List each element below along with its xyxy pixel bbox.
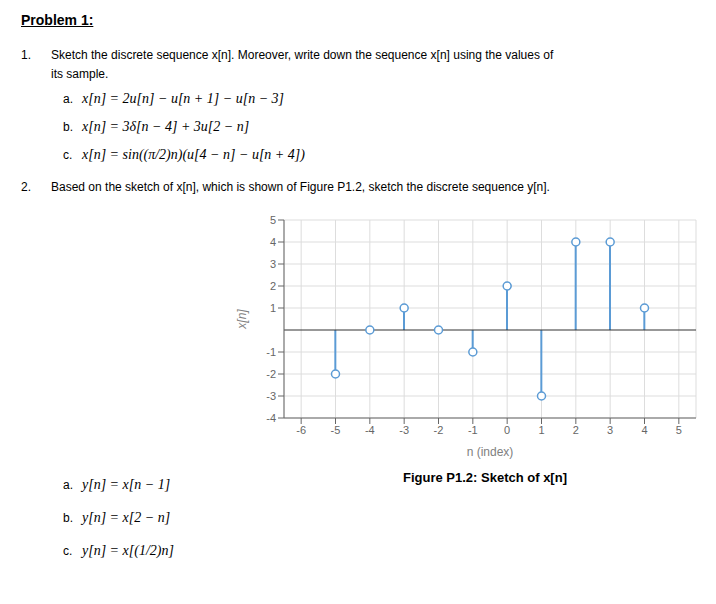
html-text:x[n] = 2u[n] − u[n + 1] − u[n: x[n] = 2u[n] − u[n + 1] − u[n − 3]	[82, 91, 284, 106]
html-text:y[n] = x[n − 1]: y[n] = x[n − 1]	[82, 477, 171, 492]
svg-text:0: 0	[504, 424, 510, 436]
svg-text:x[n]: x[n]	[235, 309, 249, 330]
svg-text:n (index): n (index)	[467, 445, 514, 459]
html-text:Sketch the discrete sequence x: Sketch the discrete sequence x[n]. Moreo…	[51, 48, 554, 62]
svg-text:-3: -3	[266, 390, 276, 402]
html-text:Based on the sketch of x[n], w: Based on the sketch of x[n], which is sh…	[51, 180, 550, 194]
svg-text:-4: -4	[266, 412, 276, 424]
svg-text:5: 5	[676, 424, 682, 436]
svg-text:-4: -4	[365, 424, 375, 436]
svg-text:3: 3	[270, 258, 276, 270]
html-text:c.: c.	[63, 148, 73, 162]
html-text:2.: 2.	[21, 180, 31, 194]
html-text:b.: b.	[63, 511, 73, 525]
svg-text:-2: -2	[266, 368, 276, 380]
svg-text:4: 4	[641, 424, 647, 436]
svg-text:-2: -2	[434, 424, 444, 436]
html-text:1.: 1.	[21, 48, 31, 62]
html-text:Problem 1:: Problem 1:	[21, 12, 94, 28]
svg-text:-1: -1	[468, 424, 478, 436]
html-text:a.: a.	[63, 478, 73, 492]
svg-text:1: 1	[270, 302, 276, 314]
html-text:Figure P1.2: Sketch of x[n]: Figure P1.2: Sketch of x[n]	[403, 470, 567, 485]
svg-text:-6: -6	[296, 424, 306, 436]
svg-text:2: 2	[270, 280, 276, 292]
html-text:y[n] = x[(1/2)n]: y[n] = x[(1/2)n]	[82, 543, 174, 558]
svg-text:2: 2	[573, 424, 579, 436]
svg-text:-3: -3	[399, 424, 409, 436]
html-text:a.: a.	[63, 92, 73, 106]
svg-text:-1: -1	[266, 346, 276, 358]
html-text:y[n] = x[2 − n]: y[n] = x[2 − n]	[82, 510, 171, 525]
html-text:its sample.: its sample.	[51, 67, 109, 81]
svg-text:5: 5	[270, 214, 276, 226]
svg-text:3: 3	[607, 424, 613, 436]
svg-text:-5: -5	[331, 424, 341, 436]
html-text:x[n] = 3δ[n − 4] + 3u[2 − n]: x[n] = 3δ[n − 4] + 3u[2 − n]	[82, 119, 250, 134]
html-text:c.: c.	[63, 544, 73, 558]
html-text:b.: b.	[63, 120, 73, 134]
svg-text:4: 4	[270, 236, 276, 248]
html-text:x[n] = sin((π/2)n)(u[4 − n] −: x[n] = sin((π/2)n)(u[4 − n] − u[n + 4])	[82, 147, 305, 162]
svg-text:1: 1	[538, 424, 544, 436]
